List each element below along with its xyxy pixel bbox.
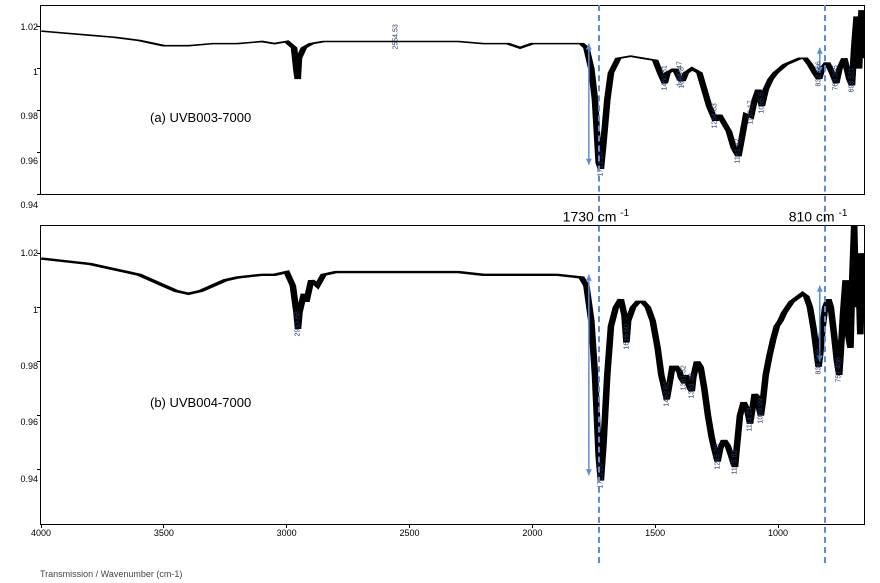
peak-label: 2554.53 — [393, 24, 400, 49]
y-tick-label: 0.94 — [10, 474, 38, 484]
peak-label: 1452.62 — [663, 382, 670, 407]
reference-label-810: 810 cm -1 — [789, 208, 848, 225]
x-tick-label: 3000 — [277, 528, 297, 538]
peak-label: 1175.02 — [732, 450, 739, 475]
peak-label: 1351.32 — [688, 373, 695, 398]
x-tick-label: 3500 — [154, 528, 174, 538]
plot-area-b: 40003500300025002000150010002953.681721.… — [40, 225, 865, 525]
peak-label: 1065.5 — [758, 92, 765, 113]
x-tick-label: 4000 — [31, 528, 51, 538]
peak-label: 1069.99 — [757, 398, 764, 423]
y-tick-label: 0.96 — [10, 417, 38, 427]
reference-line-810 — [824, 5, 826, 563]
panel-b-label: (b) UVB004-7000 — [150, 395, 251, 410]
reference-label-1730: 1730 cm -1 — [563, 208, 630, 225]
y-tick-label: 1.02 — [10, 22, 38, 32]
panel-b: 40003500300025002000150010002953.681721.… — [10, 225, 870, 535]
spectrum-line-a — [41, 6, 864, 194]
peak-label: 1245.70 — [714, 444, 721, 469]
peak-label: 1161.42 — [735, 139, 742, 164]
peak-label: 1254.83 — [712, 103, 719, 128]
x-tick-label: 2000 — [522, 528, 542, 538]
peak-label: 1616.60 — [623, 325, 630, 350]
peak-label: 1381.32 — [681, 365, 688, 390]
y-tick-label: 0.96 — [10, 156, 38, 166]
peak-label: 751.486 — [836, 357, 843, 382]
y-tick-label: 1.02 — [10, 248, 38, 258]
peak-label: 2953.68 — [295, 311, 302, 336]
panel-a: 2554.531721.201460.811400.471388.81254.8… — [10, 5, 870, 205]
x-tick-label: 1000 — [768, 528, 788, 538]
peak-label: 1110.17 — [747, 100, 754, 124]
y-tick-label: 0.98 — [10, 111, 38, 121]
peak-label: 763.365 — [833, 65, 840, 90]
spectrum-line-b — [41, 226, 864, 524]
y-tick-label: 0.94 — [10, 200, 38, 210]
peak-label: 698.521 — [849, 68, 856, 93]
peak-label: 1114.24 — [746, 407, 753, 431]
plot-area-a: 2554.531721.201460.811400.471388.81254.8… — [40, 5, 865, 195]
peak-label: 1388.8 — [679, 67, 686, 88]
x-tick-label: 2500 — [399, 528, 419, 538]
y-tick-label: 1 — [10, 305, 38, 315]
reference-line-1730 — [598, 5, 600, 563]
y-tick-label: 1 — [10, 67, 38, 77]
x-tick-label: 1500 — [645, 528, 665, 538]
peak-label: 832.666 — [816, 61, 823, 86]
y-tick-label: 0.98 — [10, 361, 38, 371]
peak-label: 1460.81 — [661, 65, 668, 90]
peak-label: 834.968 — [815, 349, 822, 374]
x-axis-title: Transmission / Wavenumber (cm-1) — [40, 569, 182, 579]
panel-a-label: (a) UVB003-7000 — [150, 110, 251, 125]
